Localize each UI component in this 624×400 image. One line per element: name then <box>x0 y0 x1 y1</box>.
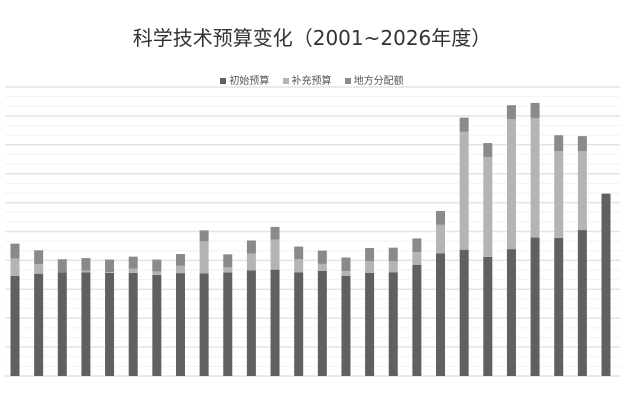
bar-2011-series-0 <box>246 270 256 376</box>
bar-2010-series-1 <box>223 267 233 273</box>
bar-2011-series-1 <box>246 253 256 271</box>
bar-2013-series-0 <box>294 272 304 376</box>
bar-2007-series-0 <box>152 274 162 376</box>
bar-2002-series-0 <box>34 273 44 376</box>
legend-label: 初始预算 <box>229 76 270 87</box>
bar-2003-series-0 <box>57 272 67 376</box>
bar-2010-series-0 <box>223 272 233 376</box>
bar-2020-series-0 <box>459 249 469 376</box>
bar-2022-series-1 <box>506 119 516 250</box>
bar-2020-series-1 <box>459 131 469 250</box>
legend-item-initial: 初始预算 <box>220 72 269 87</box>
bar-2014-series-2 <box>317 250 327 264</box>
bar-2024-series-0 <box>554 237 564 376</box>
bar-2005-series-1 <box>105 271 115 273</box>
bar-2010-series-2 <box>223 254 233 268</box>
bar-2001-series-0 <box>10 276 20 376</box>
bar-2009-series-2 <box>199 230 209 242</box>
bar-2022-series-2 <box>506 105 516 120</box>
bar-2020-series-2 <box>459 117 469 132</box>
bar-2023-series-2 <box>530 102 540 118</box>
bar-2019-series-0 <box>436 253 446 376</box>
bar-2014-series-0 <box>317 270 327 376</box>
bar-2008-series-0 <box>175 273 185 376</box>
bar-2017-series-0 <box>388 272 398 376</box>
bar-2012-series-0 <box>270 269 280 376</box>
bar-2023-series-1 <box>530 117 540 238</box>
legend-swatch <box>282 78 289 84</box>
bar-2002-series-1 <box>34 264 44 274</box>
bar-2017-series-1 <box>388 261 398 273</box>
bar-2023-series-0 <box>530 237 540 376</box>
bar-2006-series-1 <box>128 268 138 273</box>
bar-2021-series-2 <box>483 143 493 157</box>
bar-2004-series-1 <box>81 270 91 273</box>
bar-2025-series-2 <box>577 136 587 152</box>
bar-2002-series-2 <box>34 250 44 265</box>
bar-2003-series-2 <box>57 259 67 273</box>
bar-2007-series-1 <box>152 271 162 275</box>
bar-2026-series-0 <box>601 193 611 376</box>
bar-2015-series-2 <box>341 257 351 272</box>
bar-2015-series-0 <box>341 275 351 376</box>
bar-2018-series-0 <box>412 264 422 376</box>
bar-2007-series-2 <box>152 259 162 272</box>
bar-2006-series-2 <box>128 256 138 269</box>
bar-2014-series-1 <box>317 263 327 271</box>
bar-2019-series-1 <box>436 224 446 254</box>
bar-2016-series-2 <box>365 247 375 262</box>
bar-2001-series-2 <box>10 243 20 259</box>
bar-2006-series-0 <box>128 272 138 376</box>
bar-2012-series-2 <box>270 226 280 240</box>
legend-swatch <box>344 78 351 84</box>
bar-2015-series-1 <box>341 271 351 276</box>
bar-2005-series-0 <box>105 272 115 376</box>
legend-label: 地方分配额 <box>353 76 404 87</box>
bar-2019-series-2 <box>436 210 446 225</box>
legend-swatch <box>220 78 227 84</box>
bar-2016-series-1 <box>365 261 375 273</box>
bar-2001-series-1 <box>10 258 20 277</box>
bar-2008-series-2 <box>175 254 185 266</box>
bar-2025-series-1 <box>577 151 587 231</box>
bar-2024-series-1 <box>554 151 564 238</box>
bar-2018-series-2 <box>412 238 422 253</box>
bar-2012-series-1 <box>270 239 280 270</box>
bar-2024-series-2 <box>554 135 564 152</box>
bar-2022-series-0 <box>506 249 516 376</box>
bar-2004-series-2 <box>81 258 91 271</box>
legend-item-local: 地方分配额 <box>344 72 404 87</box>
bar-2025-series-0 <box>577 230 587 376</box>
bar-2021-series-1 <box>483 156 493 257</box>
legend-label: 补充预算 <box>291 76 332 87</box>
bar-2017-series-2 <box>388 247 398 262</box>
bar-2016-series-0 <box>365 272 375 376</box>
bar-2005-series-2 <box>105 259 115 272</box>
bar-2013-series-2 <box>294 246 304 260</box>
legend: 初始预算 补充预算 地方分配额 <box>0 72 624 87</box>
bar-2009-series-1 <box>199 241 209 274</box>
bar-2021-series-0 <box>483 256 493 376</box>
bar-2013-series-1 <box>294 259 304 273</box>
bar-2018-series-1 <box>412 252 422 265</box>
legend-item-supplementary: 补充预算 <box>282 72 332 87</box>
bar-2009-series-0 <box>199 273 209 376</box>
bar-2011-series-2 <box>246 240 256 254</box>
chart-title: 科学技术预算变化（2001~2026年度） <box>132 26 492 50</box>
bar-2004-series-0 <box>81 272 91 376</box>
bar-2008-series-1 <box>175 265 185 274</box>
